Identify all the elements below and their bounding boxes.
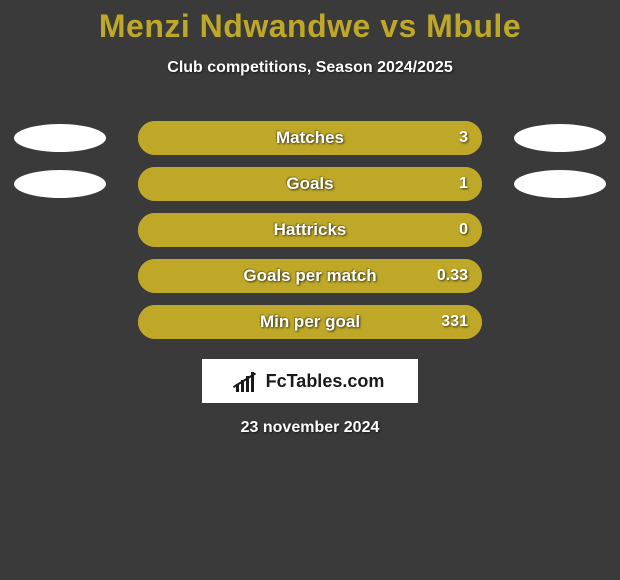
date-label: 23 november 2024 (0, 419, 620, 437)
bar-fill (138, 305, 482, 339)
subtitle: Club competitions, Season 2024/2025 (0, 59, 620, 77)
player-right-marker (514, 170, 606, 198)
stat-row: Goals 1 (0, 167, 620, 201)
stat-bar: Hattricks 0 (138, 213, 482, 247)
stat-row: Hattricks 0 (0, 213, 620, 247)
comparison-card: Menzi Ndwandwe vs Mbule Club competition… (0, 0, 620, 580)
bar-fill (138, 213, 482, 247)
stat-bar: Matches 3 (138, 121, 482, 155)
stat-bar: Goals per match 0.33 (138, 259, 482, 293)
player-left-marker (14, 124, 106, 152)
stat-bar: Goals 1 (138, 167, 482, 201)
bar-fill (138, 167, 482, 201)
bar-fill (138, 259, 482, 293)
player-right-marker (514, 124, 606, 152)
stats-chart: Matches 3 Goals 1 Hattricks 0 (0, 121, 620, 339)
stat-row: Goals per match 0.33 (0, 259, 620, 293)
stat-row: Min per goal 331 (0, 305, 620, 339)
stat-bar: Min per goal 331 (138, 305, 482, 339)
brand-text: FcTables.com (266, 371, 385, 392)
page-title: Menzi Ndwandwe vs Mbule (0, 8, 620, 45)
chart-icon (236, 370, 262, 392)
bar-fill (138, 121, 482, 155)
stat-row: Matches 3 (0, 121, 620, 155)
brand-logo: FcTables.com (202, 359, 418, 403)
player-left-marker (14, 170, 106, 198)
